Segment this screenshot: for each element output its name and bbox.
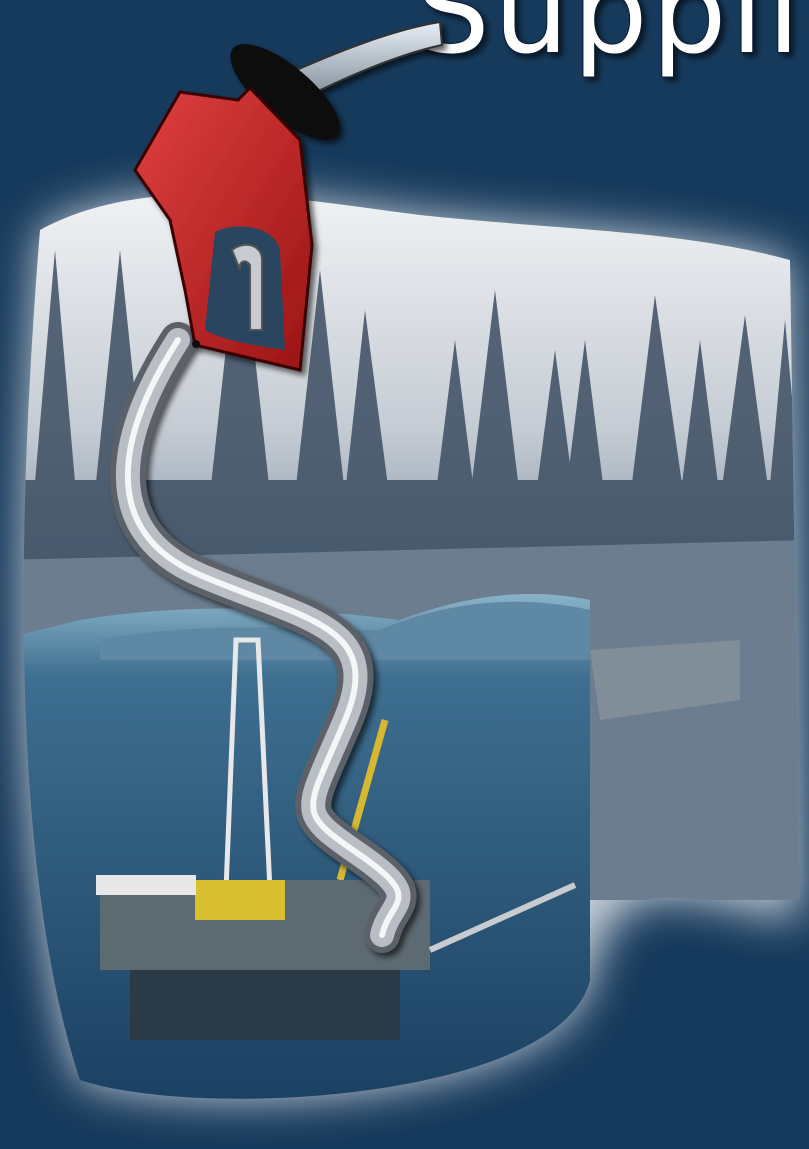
fuel-nozzle — [133, 20, 444, 372]
fuel-hose — [109, 322, 417, 953]
title: Supplie — [415, 0, 809, 80]
oil-platform — [96, 637, 577, 1040]
oil-derricks — [23, 220, 800, 560]
